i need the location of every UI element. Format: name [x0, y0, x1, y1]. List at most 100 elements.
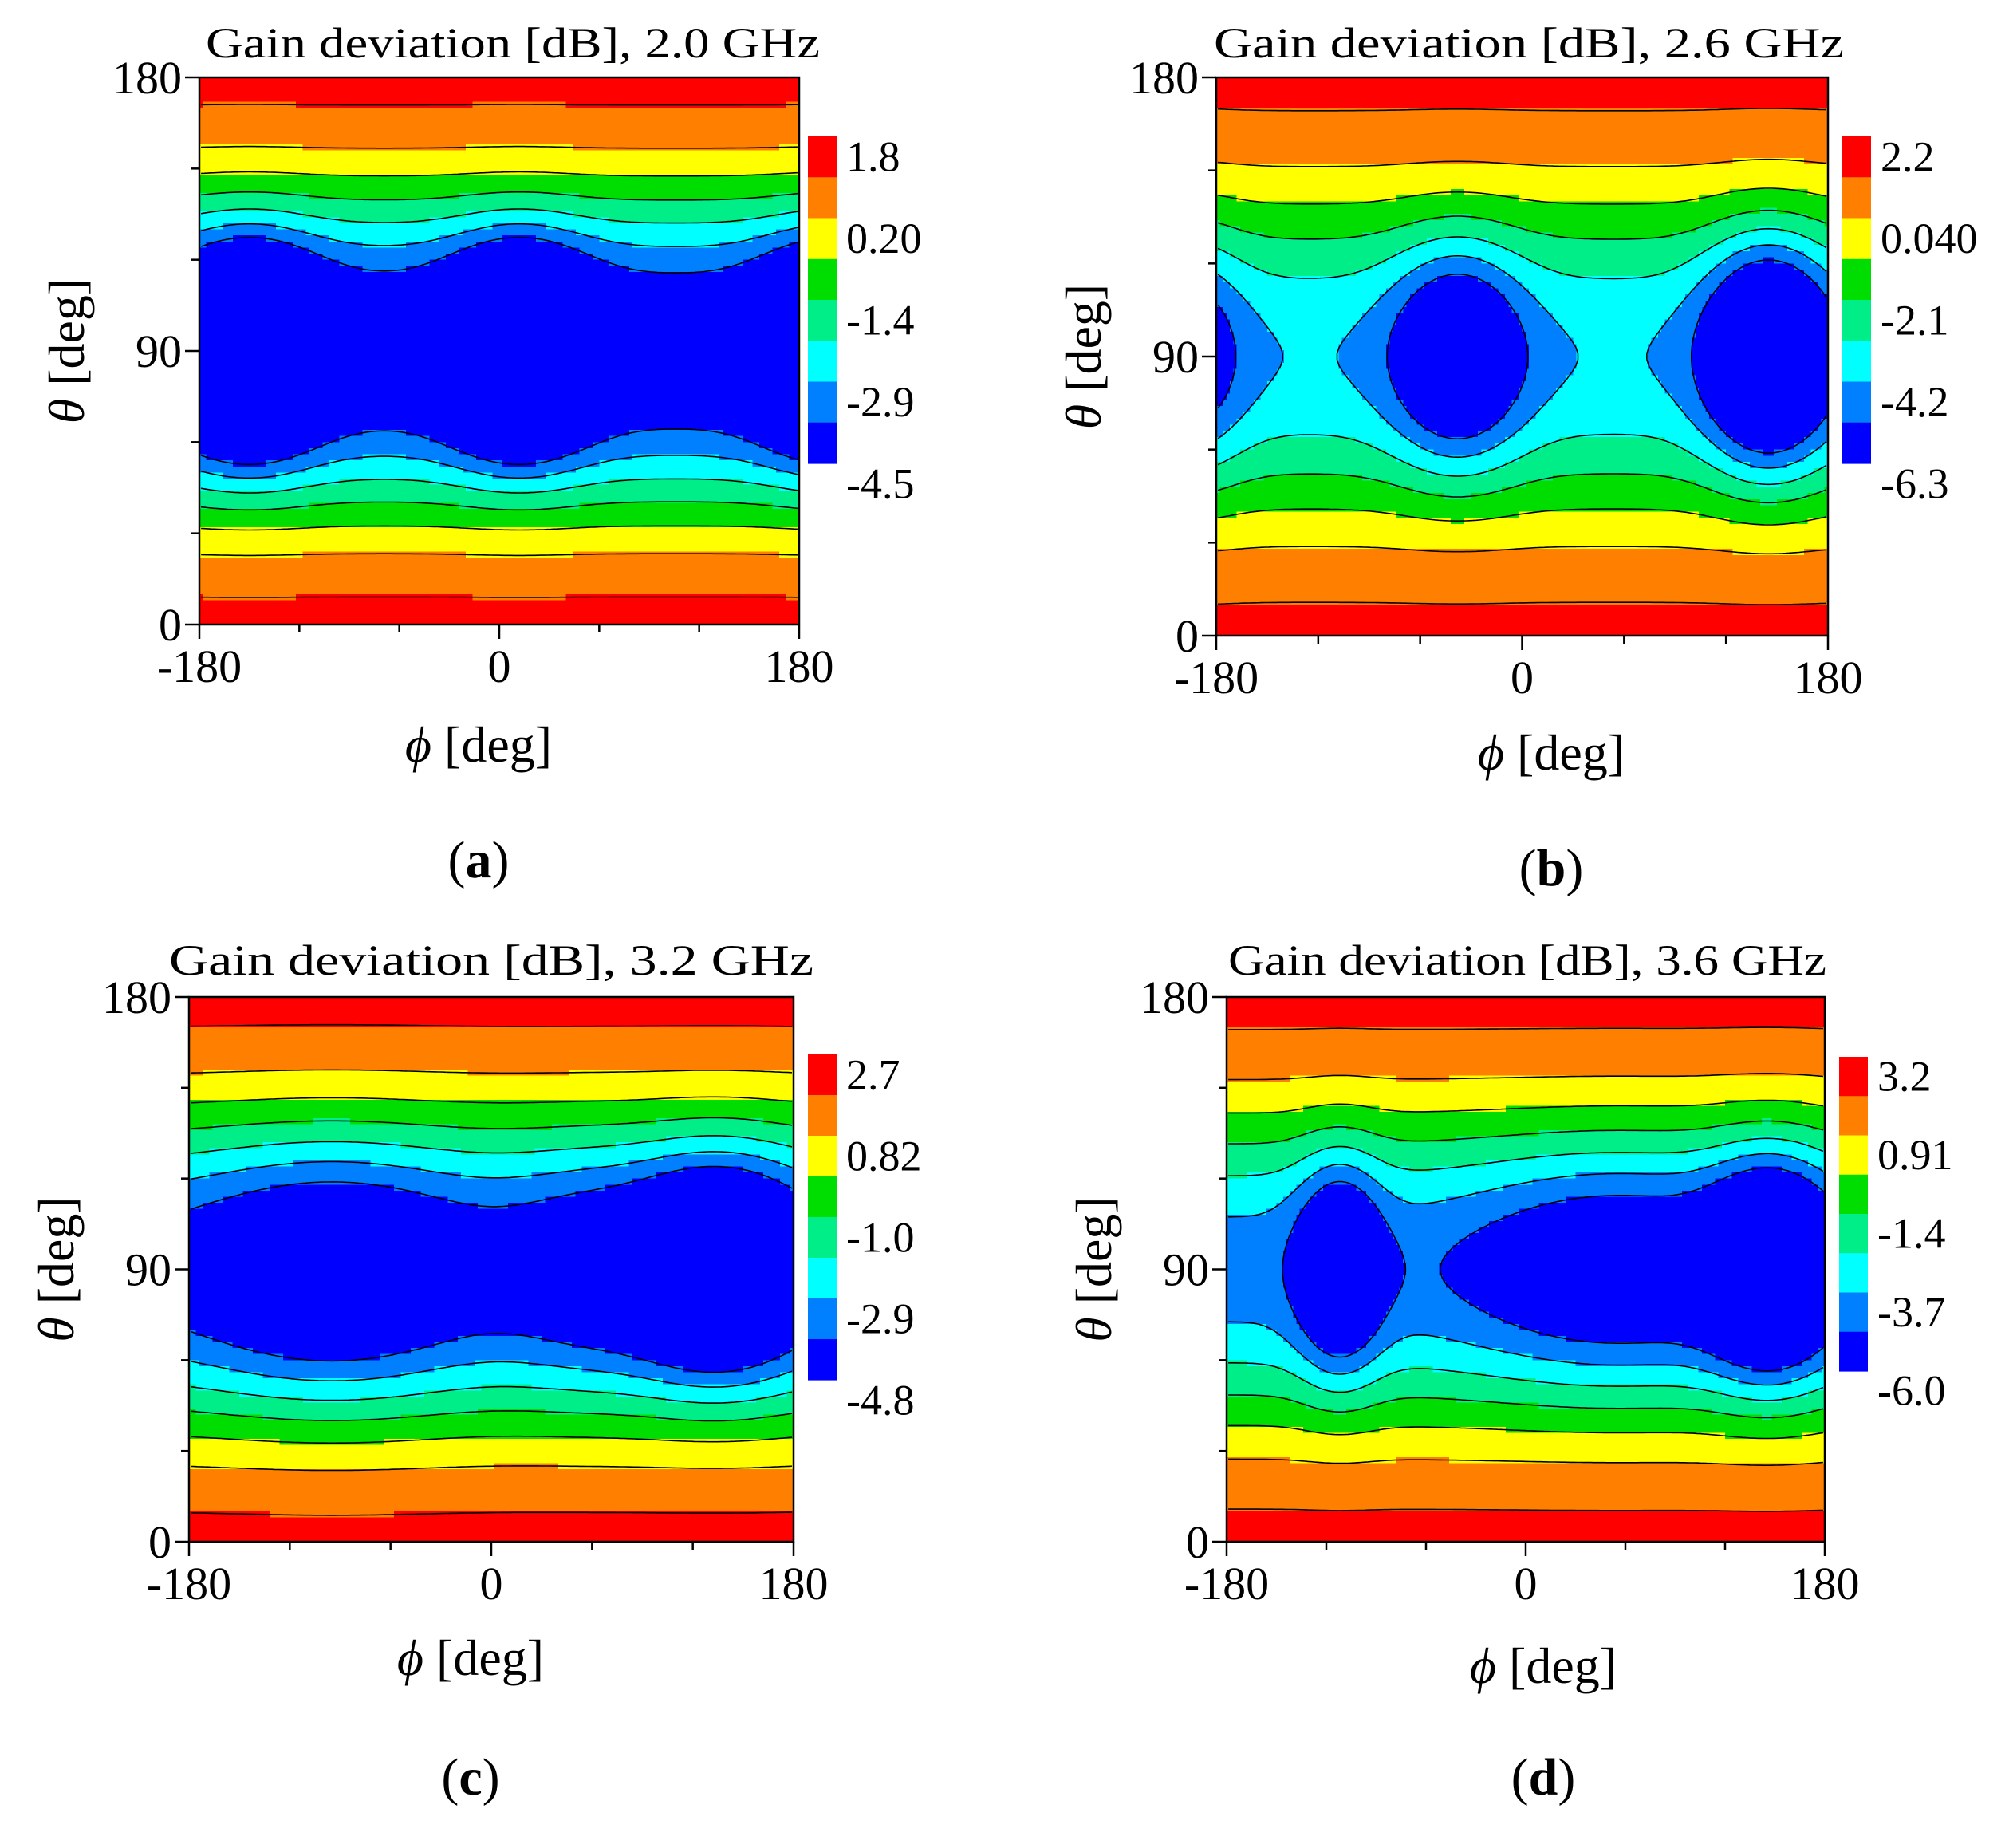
y-tick-label: 180 [112, 52, 182, 104]
colorbar-label: 0.91 [1877, 1131, 1953, 1179]
chart-title: Gain deviation [dB], 3.2 GHz [169, 936, 813, 984]
x-tick-label: -180 [147, 1558, 231, 1610]
contour-line [201, 171, 798, 531]
chart-title: Gain deviation [dB], 2.6 GHz [1214, 19, 1844, 67]
x-tick-label: -180 [157, 640, 242, 692]
contour-field [1216, 77, 1828, 636]
colorbar-swatch [808, 1095, 837, 1137]
contour-line [1228, 1120, 1824, 1419]
y-tick-label: 90 [1152, 331, 1199, 383]
colorbar: 3.2 0.91 -1.4 -3.7 -6.0 [1839, 1053, 1953, 1415]
y-tick-label: 0 [1186, 1516, 1209, 1568]
colorbar-swatch [1842, 381, 1871, 424]
x-tick-label: -180 [1184, 1558, 1269, 1610]
colorbar-swatch [808, 381, 837, 424]
x-tick-label: 0 [1511, 652, 1534, 703]
colorbar: 2.7 0.82 -1.0 -2.9 -4.8 [808, 1051, 922, 1424]
colorbar-swatch [1842, 300, 1871, 341]
contour-line [1217, 259, 1827, 454]
colorbar-swatch [1842, 422, 1871, 464]
colorbar-label: -2.9 [846, 1295, 914, 1343]
y-axis-label: θ [deg] [1055, 284, 1112, 429]
panel-label: (a) [448, 831, 510, 889]
panel-label: (c) [441, 1748, 499, 1807]
contour-field [199, 77, 799, 625]
colorbar-swatch [1839, 1096, 1868, 1137]
chart-title: Gain deviation [dB], 2.0 GHz [206, 19, 820, 67]
contour-line [201, 104, 798, 598]
colorbar-swatch [1839, 1253, 1868, 1294]
colorbar-label: -2.1 [1881, 297, 1948, 345]
contour-lines [200, 104, 798, 598]
y-tick-label: 90 [1163, 1244, 1209, 1296]
colorbar-swatch [1839, 1331, 1868, 1372]
contour-line [1228, 1137, 1824, 1401]
colorbar: 1.8 0.20 -1.4 -2.9 -4.5 [808, 133, 922, 508]
contour-line [200, 223, 798, 479]
x-axis-label: ϕ [deg] [405, 716, 552, 773]
colorbar-label: 2.2 [1881, 133, 1935, 181]
x-axis-label: ϕ [deg] [1470, 1637, 1617, 1694]
y-tick-label: 180 [1129, 52, 1199, 104]
colorbar-swatch [808, 218, 837, 260]
y-axis-label: θ [deg] [28, 1196, 85, 1342]
x-tick-label: 0 [488, 640, 511, 692]
contour-line [1218, 158, 1826, 555]
contour-line [190, 1151, 793, 1388]
colorbar-swatch [808, 1217, 837, 1259]
colorbar-swatch [808, 1054, 837, 1096]
colorbar-swatch [808, 1136, 837, 1177]
colorbar-swatch [808, 1298, 837, 1340]
colorbar-swatch [1839, 1214, 1868, 1254]
x-axis-label: ϕ [deg] [1478, 724, 1625, 781]
colorbar-swatch [808, 258, 837, 301]
colorbar-swatch [808, 136, 837, 178]
contour-line [1228, 1026, 1823, 1512]
colorbar-label: -6.3 [1881, 460, 1948, 508]
colorbar-swatch [1839, 1292, 1868, 1333]
colorbar-label: -1.4 [1877, 1210, 1945, 1258]
colorbar-swatch [808, 1339, 837, 1381]
colorbar-swatch [808, 1258, 837, 1299]
colorbar-label: -2.9 [846, 378, 914, 426]
contour-line [191, 1069, 792, 1472]
contour-line [1228, 1099, 1824, 1440]
y-axis-label: θ [deg] [38, 278, 95, 424]
y-tick-label: 90 [125, 1244, 171, 1296]
contour-line [191, 1023, 792, 1516]
contour-line [191, 1135, 793, 1404]
contour-line [200, 236, 798, 466]
contour-line [1217, 227, 1827, 486]
colorbar-label: 3.2 [1877, 1053, 1932, 1101]
colorbar-label: -4.5 [846, 460, 914, 508]
colorbar-label: -6.0 [1877, 1367, 1945, 1415]
x-tick-label: 180 [1790, 1558, 1860, 1610]
contour-line [190, 1165, 793, 1373]
colorbar-label: -1.0 [846, 1214, 914, 1262]
colorbar-swatch [1842, 341, 1871, 383]
y-tick-label: 180 [1140, 971, 1209, 1023]
y-tick-label: 0 [159, 599, 182, 651]
colorbar-label: 0.82 [846, 1133, 922, 1180]
y-tick-label: 0 [148, 1516, 171, 1568]
colorbar-swatch [808, 177, 837, 219]
x-tick-label: 0 [1515, 1558, 1538, 1610]
colorbar-swatch [808, 422, 837, 464]
panel-label: (b) [1519, 839, 1584, 897]
colorbar-label: 0.20 [846, 215, 922, 262]
colorbar-swatch [1842, 177, 1871, 219]
colorbar-label: -3.7 [1877, 1288, 1945, 1336]
contour-line [1218, 108, 1826, 605]
contour-line [191, 1096, 792, 1444]
x-axis-label: ϕ [deg] [397, 1629, 544, 1686]
y-axis-label: θ [deg] [1066, 1196, 1122, 1342]
contour-line [1217, 209, 1827, 504]
contour-line [1217, 244, 1827, 469]
colorbar-label: -4.8 [846, 1377, 914, 1424]
x-tick-label: -180 [1174, 652, 1259, 703]
colorbar-label: 0.040 [1881, 215, 1978, 262]
